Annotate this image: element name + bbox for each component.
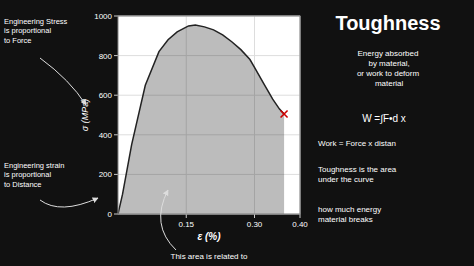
plot-frame: [118, 16, 300, 214]
tick-mark: [114, 95, 118, 96]
chart: 020040060080010000.150.300.40ε (%)σ (MPa…: [0, 0, 474, 266]
text-line: is proportional: [4, 170, 51, 179]
marker-stroke: [281, 111, 288, 118]
tick-mark: [114, 134, 118, 135]
text-line: how much energy: [318, 205, 381, 214]
text-line: to Force: [4, 36, 32, 45]
area-note: This area is related to: [171, 252, 248, 261]
x-axis-label: ε (%): [197, 231, 221, 242]
text-line: to Distance: [4, 180, 42, 189]
text-line: under the curve: [318, 175, 374, 184]
energy-note: Energy absorbed by material,or work to d…: [357, 49, 420, 88]
tick-label: 800: [99, 52, 113, 61]
arrows: [40, 58, 176, 250]
break-note: how much energymaterial breaks: [318, 205, 381, 224]
tick-label: 600: [99, 91, 113, 100]
text-line: or work to deform: [357, 69, 420, 78]
curve: [118, 25, 284, 214]
plot-data: [118, 25, 288, 214]
toughness-note: Toughness is the areaunder the curve: [318, 165, 397, 184]
tick-label: 400: [99, 131, 113, 140]
tick-mark: [186, 214, 187, 218]
text-line: Energy absorbed: [358, 49, 419, 58]
work-formula: W =∫F•d x: [362, 113, 406, 124]
text-line: by material,: [366, 59, 410, 68]
fracture-point: [281, 111, 288, 118]
text-line: Toughness is the area: [318, 165, 397, 174]
title: Toughness: [335, 12, 440, 34]
tick-label: 1000: [94, 12, 112, 21]
plot-background: [118, 16, 300, 214]
arrow: [161, 190, 176, 250]
tick-mark: [114, 16, 118, 17]
tick-mark: [114, 55, 118, 56]
text-line: W =∫F•d x: [362, 113, 406, 124]
work-note: Work = Force x distan: [318, 139, 396, 148]
text-line: material: [373, 79, 404, 88]
strain-note: Engineering strainis proportionalto Dist…: [4, 161, 64, 189]
tick-label: 0.15: [178, 220, 194, 229]
arrow: [40, 198, 98, 207]
tick-label: 200: [99, 170, 113, 179]
text-line: Engineering Stress: [4, 17, 68, 26]
stress-note: Engineering Stressis proportionalto Forc…: [4, 17, 68, 45]
text-line: material breaks: [318, 215, 373, 224]
text-line: Engineering strain: [4, 161, 64, 170]
tick-label: 0.30: [247, 220, 263, 229]
axes: 0 200 400 600 800 1000 0.15 0.30 0.40: [94, 12, 308, 229]
tick-mark: [114, 214, 118, 215]
tick-mark: [114, 174, 118, 175]
tick-mark: [300, 214, 301, 218]
text-line: is proportional: [4, 26, 51, 35]
marker-stroke: [281, 111, 288, 118]
arrow: [40, 58, 86, 105]
text-line: Work = Force x distan: [318, 139, 396, 148]
tick-mark: [254, 214, 255, 218]
grid: [118, 16, 300, 214]
tick-label: 0: [108, 210, 113, 219]
area-fill: [118, 25, 284, 214]
text-line: This area is related to: [171, 252, 248, 261]
tick-label: 0.40: [292, 220, 308, 229]
